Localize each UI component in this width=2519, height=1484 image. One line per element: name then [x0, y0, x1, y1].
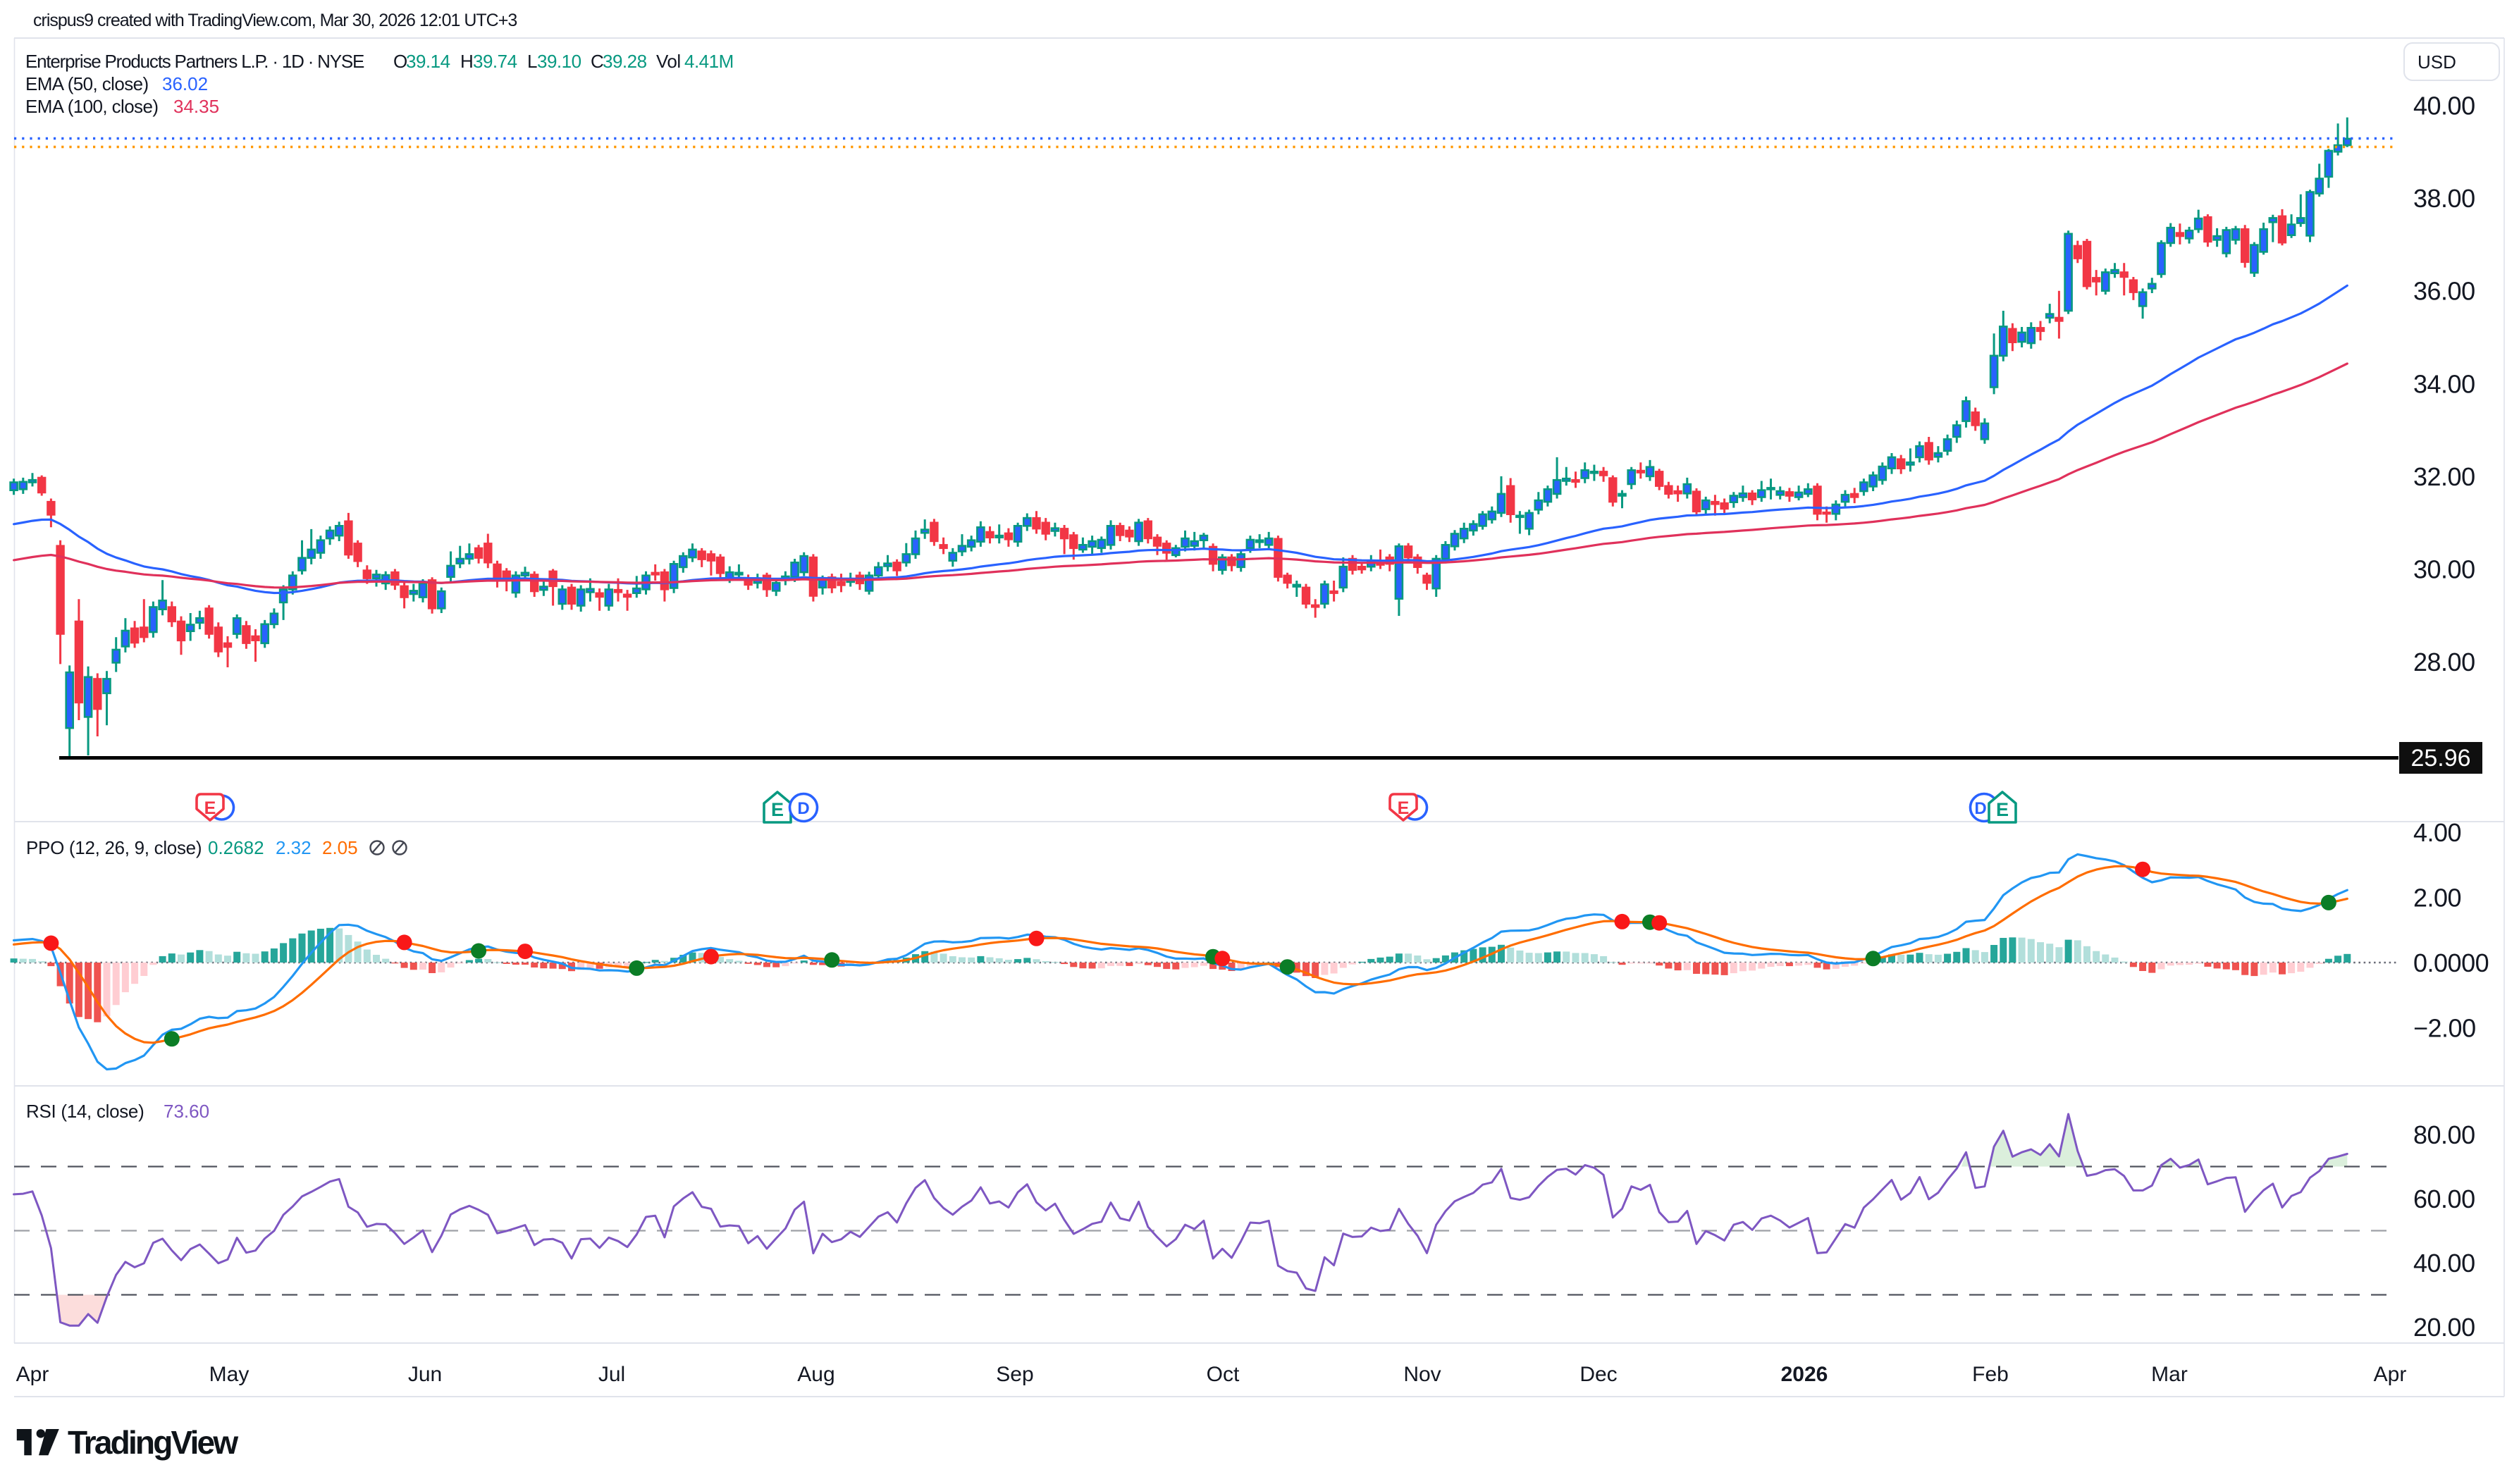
svg-text:4.00: 4.00	[2413, 818, 2461, 847]
svg-text:Aug: Aug	[797, 1363, 834, 1386]
svg-text:2.32: 2.32	[276, 837, 312, 858]
svg-text:May: May	[209, 1363, 250, 1386]
svg-text:RSI (14, close): RSI (14, close)	[26, 1101, 144, 1122]
svg-text:32.00: 32.00	[2413, 462, 2475, 491]
svg-text:60.00: 60.00	[2413, 1185, 2475, 1213]
svg-text:28.00: 28.00	[2413, 648, 2475, 676]
svg-text:40.00: 40.00	[2413, 1249, 2475, 1278]
svg-text:39.10: 39.10	[537, 51, 581, 72]
svg-text:2026: 2026	[1781, 1363, 1828, 1386]
svg-text:EMA (50, close): EMA (50, close)	[25, 73, 149, 94]
svg-text:EMA (100, close): EMA (100, close)	[25, 96, 158, 117]
svg-text:Enterprise Products Partners L: Enterprise Products Partners L.P. · 1D ·…	[25, 51, 364, 72]
svg-text:2.00: 2.00	[2413, 884, 2461, 913]
svg-text:TradingView: TradingView	[68, 1424, 238, 1461]
svg-text:Apr: Apr	[16, 1363, 49, 1386]
svg-text:36.00: 36.00	[2413, 277, 2475, 306]
svg-text:E: E	[204, 798, 216, 818]
svg-text:20.00: 20.00	[2413, 1313, 2475, 1342]
svg-text:Nov: Nov	[1403, 1363, 1441, 1386]
svg-text:34.35: 34.35	[173, 96, 219, 117]
svg-text:39.28: 39.28	[603, 51, 647, 72]
svg-text:38.00: 38.00	[2413, 184, 2475, 213]
svg-text:Sep: Sep	[996, 1363, 1033, 1386]
svg-text:Jul: Jul	[598, 1363, 625, 1386]
svg-text:73.60: 73.60	[164, 1101, 209, 1122]
svg-text:39.74: 39.74	[473, 51, 517, 72]
svg-text:Mar: Mar	[2151, 1363, 2188, 1386]
svg-text:D: D	[1974, 799, 1986, 818]
svg-text:H: H	[460, 51, 473, 72]
svg-text:USD: USD	[2418, 51, 2456, 73]
svg-text:Jun: Jun	[408, 1363, 442, 1386]
svg-text:25.96: 25.96	[2410, 745, 2470, 772]
svg-text:L: L	[527, 51, 537, 72]
svg-text:34.00: 34.00	[2413, 369, 2475, 398]
svg-text:0.0000: 0.0000	[2413, 948, 2489, 977]
svg-text:Vol: Vol	[656, 51, 681, 72]
svg-text:Feb: Feb	[1972, 1363, 2009, 1386]
svg-text:4.41M: 4.41M	[684, 51, 734, 72]
svg-text:80.00: 80.00	[2413, 1120, 2475, 1149]
svg-text:0.2682: 0.2682	[208, 837, 264, 858]
svg-text:36.02: 36.02	[162, 73, 208, 94]
svg-text:E: E	[1996, 799, 2009, 820]
svg-text:crispus9 created with TradingV: crispus9 created with TradingView.com, M…	[33, 11, 517, 30]
svg-text:Apr: Apr	[2374, 1363, 2407, 1386]
svg-text:Oct: Oct	[1207, 1363, 1240, 1386]
svg-text:E: E	[1398, 798, 1410, 818]
svg-text:PPO (12, 26, 9, close): PPO (12, 26, 9, close)	[26, 837, 202, 858]
svg-text:2.05: 2.05	[322, 837, 358, 858]
svg-text:Dec: Dec	[1579, 1363, 1617, 1386]
svg-text:39.14: 39.14	[406, 51, 450, 72]
svg-text:E: E	[771, 799, 784, 820]
svg-text:O: O	[393, 51, 407, 72]
svg-text:C: C	[591, 51, 603, 72]
svg-text:40.00: 40.00	[2413, 92, 2475, 120]
svg-text:D: D	[797, 799, 809, 818]
svg-text:30.00: 30.00	[2413, 555, 2475, 584]
svg-text:−2.00: −2.00	[2413, 1013, 2476, 1042]
